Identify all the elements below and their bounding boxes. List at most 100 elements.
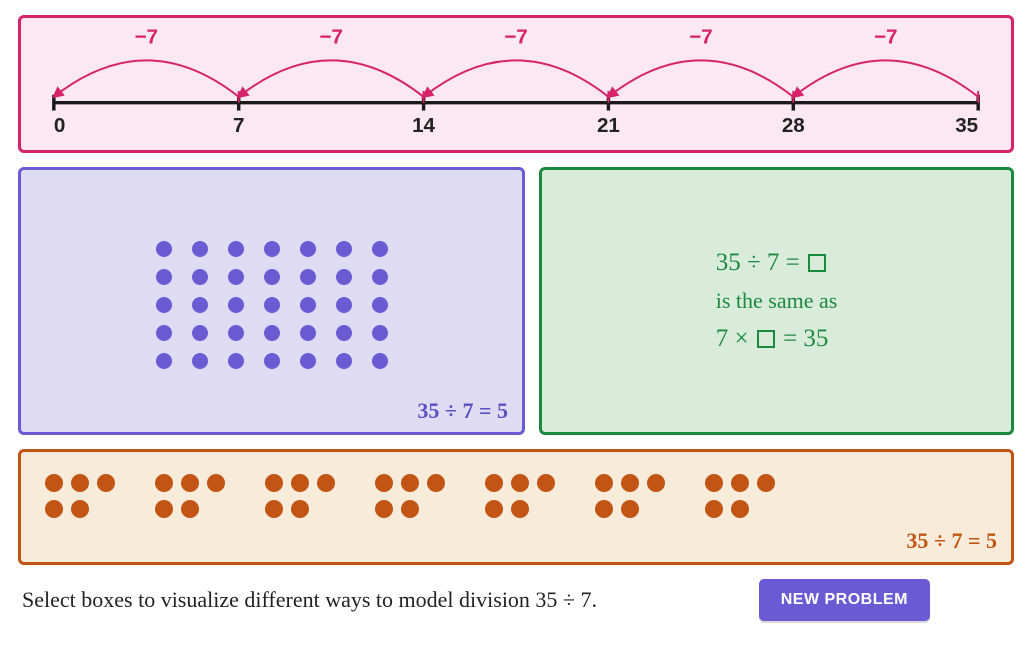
array-dot <box>192 353 208 369</box>
group-dot <box>155 474 173 492</box>
group-dot <box>71 474 89 492</box>
equation-block: 35 ÷ 7 = is the same as 7 × = 35 <box>716 243 838 358</box>
group-dot <box>265 474 283 492</box>
dot-array <box>156 241 388 369</box>
group-dot <box>265 500 283 518</box>
group-dot <box>401 500 419 518</box>
dot-row <box>156 325 388 341</box>
group-dot <box>705 500 723 518</box>
svg-text:14: 14 <box>412 114 435 137</box>
equation-line1: 35 ÷ 7 = <box>716 243 838 283</box>
array-dot <box>372 353 388 369</box>
group-dot <box>45 474 63 492</box>
array-dot <box>156 353 172 369</box>
array-dot <box>300 325 316 341</box>
array-dot <box>228 353 244 369</box>
group-dot <box>291 474 309 492</box>
array-dot <box>192 325 208 341</box>
svg-text:−7: −7 <box>504 26 528 49</box>
equation-panel[interactable]: 35 ÷ 7 = is the same as 7 × = 35 <box>539 167 1014 435</box>
middle-row: 35 ÷ 7 = 5 35 ÷ 7 = is the same as 7 × =… <box>18 167 1014 435</box>
group-dot <box>155 500 173 518</box>
groups-panel[interactable]: 35 ÷ 7 = 5 <box>18 449 1014 565</box>
array-dot <box>192 241 208 257</box>
array-dot <box>192 269 208 285</box>
array-dot <box>264 269 280 285</box>
group <box>155 474 225 518</box>
array-dot <box>156 297 172 313</box>
array-dot <box>228 241 244 257</box>
svg-text:0: 0 <box>54 114 65 137</box>
svg-text:21: 21 <box>597 114 620 137</box>
array-dot <box>192 297 208 313</box>
array-dot <box>336 353 352 369</box>
svg-text:−7: −7 <box>319 26 343 49</box>
svg-text:−7: −7 <box>874 26 898 49</box>
new-problem-button[interactable]: NEW PROBLEM <box>759 579 930 621</box>
svg-text:28: 28 <box>782 114 805 137</box>
array-caption: 35 ÷ 7 = 5 <box>417 398 508 424</box>
array-dot <box>372 269 388 285</box>
array-dot <box>264 297 280 313</box>
group-dot <box>731 500 749 518</box>
array-dot <box>264 353 280 369</box>
group-dot <box>595 474 613 492</box>
group-dot <box>207 474 225 492</box>
group <box>705 474 775 518</box>
group-dot <box>181 474 199 492</box>
dot-row <box>156 269 388 285</box>
dot-row <box>156 241 388 257</box>
array-dot <box>336 241 352 257</box>
group-dot <box>291 500 309 518</box>
array-dot <box>156 241 172 257</box>
array-dot <box>300 297 316 313</box>
group-dot <box>621 474 639 492</box>
group-dot <box>45 500 63 518</box>
array-dot <box>300 241 316 257</box>
equation-line3: 7 × = 35 <box>716 319 838 359</box>
array-dot <box>372 325 388 341</box>
svg-text:−7: −7 <box>134 26 158 49</box>
numberline-panel[interactable]: 0714212835−7−7−7−7−7 <box>18 15 1014 153</box>
groups-caption: 35 ÷ 7 = 5 <box>906 528 997 554</box>
group-dot <box>375 500 393 518</box>
array-dot <box>372 297 388 313</box>
group-dot <box>375 474 393 492</box>
group <box>485 474 555 518</box>
group-dot <box>485 474 503 492</box>
group-dot <box>427 474 445 492</box>
svg-text:−7: −7 <box>689 26 713 49</box>
group-dot <box>731 474 749 492</box>
unknown-box-icon <box>757 330 775 348</box>
array-dot <box>228 297 244 313</box>
footer: Select boxes to visualize different ways… <box>18 579 1014 621</box>
group <box>45 474 115 518</box>
group <box>265 474 335 518</box>
group-dot <box>757 474 775 492</box>
unknown-box-icon <box>808 254 826 272</box>
array-dot <box>264 325 280 341</box>
array-dot <box>264 241 280 257</box>
numberline-svg: 0714212835−7−7−7−7−7 <box>39 26 993 144</box>
dot-row <box>156 353 388 369</box>
group-dot <box>705 474 723 492</box>
array-dot <box>336 297 352 313</box>
group-dot <box>181 500 199 518</box>
array-dot <box>300 353 316 369</box>
group-dot <box>71 500 89 518</box>
group <box>595 474 665 518</box>
array-dot <box>336 325 352 341</box>
group-dot <box>485 500 503 518</box>
equal-groups <box>45 474 987 518</box>
array-dot <box>300 269 316 285</box>
equation-line2: is the same as <box>716 283 838 318</box>
group-dot <box>511 500 529 518</box>
group-dot <box>317 474 335 492</box>
group-dot <box>621 500 639 518</box>
group-dot <box>595 500 613 518</box>
array-dot <box>156 269 172 285</box>
group <box>375 474 445 518</box>
array-panel[interactable]: 35 ÷ 7 = 5 <box>18 167 525 435</box>
group-dot <box>537 474 555 492</box>
group-dot <box>401 474 419 492</box>
